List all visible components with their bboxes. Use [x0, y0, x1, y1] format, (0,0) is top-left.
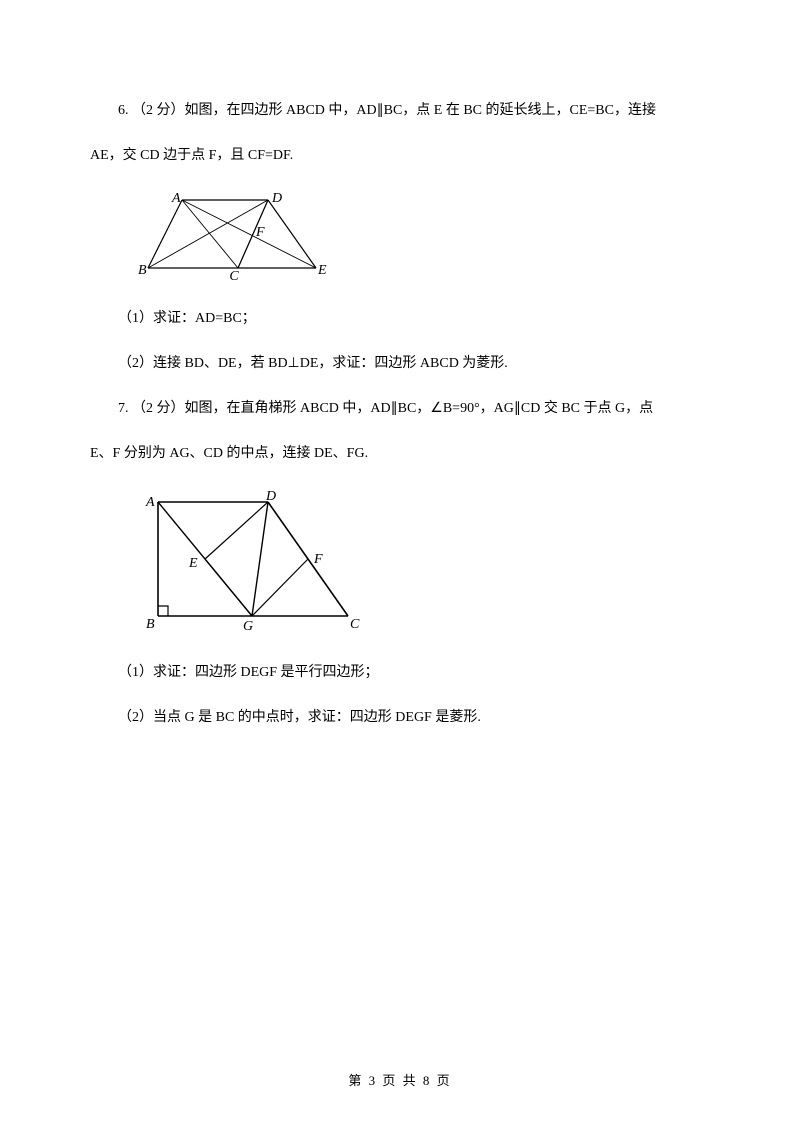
- svg-text:C: C: [350, 617, 360, 632]
- q6-sub1: （1）求证：AD=BC；: [90, 308, 710, 329]
- svg-text:F: F: [313, 552, 323, 567]
- q7-line2: E、F 分别为 AG、CD 的中点，连接 DE、FG.: [90, 443, 710, 464]
- svg-text:B: B: [138, 263, 147, 278]
- svg-text:D: D: [271, 191, 282, 206]
- svg-text:C: C: [229, 269, 239, 284]
- svg-text:E: E: [188, 556, 198, 571]
- q7-line1: 7. （2 分）如图，在直角梯形 ABCD 中，AD∥BC，∠B=90°，AG∥…: [90, 398, 710, 419]
- q7-sub1: （1）求证：四边形 DEGF 是平行四边形；: [90, 662, 710, 683]
- q7-figure: A D B G C E F: [138, 488, 710, 638]
- svg-text:A: A: [171, 191, 181, 206]
- q6-sub2: （2）连接 BD、DE，若 BD⊥DE，求证：四边形 ABCD 为菱形.: [90, 353, 710, 374]
- q6-line2: AE，交 CD 边于点 F，且 CF=DF.: [90, 145, 710, 166]
- svg-text:D: D: [265, 489, 276, 504]
- svg-text:E: E: [317, 263, 327, 278]
- q6-line1: 6. （2 分）如图，在四边形 ABCD 中，AD∥BC，点 E 在 BC 的延…: [90, 100, 710, 121]
- page-footer: 第 3 页 共 8 页: [0, 1071, 800, 1091]
- svg-text:B: B: [146, 617, 155, 632]
- q6-figure: A D B C E F: [138, 190, 710, 284]
- svg-text:A: A: [145, 495, 155, 510]
- svg-text:G: G: [243, 619, 253, 634]
- q7-sub2: （2）当点 G 是 BC 的中点时，求证：四边形 DEGF 是菱形.: [90, 707, 710, 728]
- svg-text:F: F: [255, 225, 265, 240]
